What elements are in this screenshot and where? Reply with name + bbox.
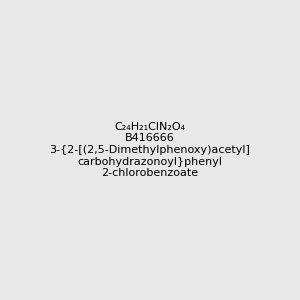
Text: C₂₄H₂₁ClN₂O₄
B416666
3-{2-[(2,5-Dimethylphenoxy)acetyl]
carbohydrazonoyl}phenyl
: C₂₄H₂₁ClN₂O₄ B416666 3-{2-[(2,5-Dimethyl… xyxy=(50,122,250,178)
